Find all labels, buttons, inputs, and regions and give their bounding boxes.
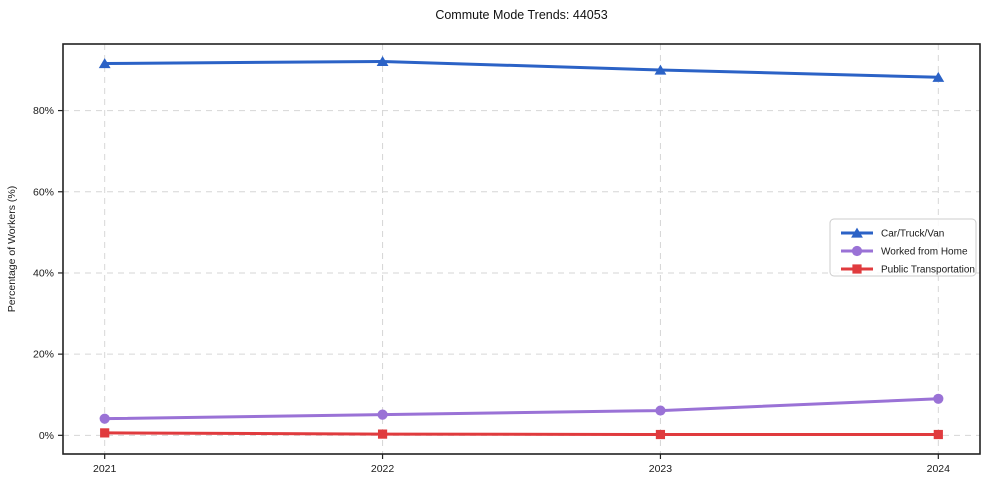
x-tick-label: 2024 bbox=[927, 463, 951, 475]
y-tick-label: 40% bbox=[33, 268, 54, 280]
series-marker-worked-from-home bbox=[655, 405, 666, 416]
series-marker-public-transportation bbox=[100, 428, 110, 438]
y-tick-label: 20% bbox=[33, 349, 54, 361]
series-marker-public-transportation bbox=[655, 429, 666, 440]
x-tick-label: 2022 bbox=[371, 463, 395, 475]
series-line-car-truck-van bbox=[103, 59, 940, 79]
y-axis-label: Percentage of Workers (%) bbox=[6, 186, 18, 312]
legend-marker-car-truck-van bbox=[851, 227, 863, 238]
series-marker-worked-from-home bbox=[99, 413, 110, 424]
legend-marker-worked-from-home bbox=[851, 245, 863, 257]
legend-label-public-transportation: Public Transportation bbox=[881, 265, 975, 276]
series-marker-car-truck-van bbox=[654, 64, 667, 75]
series-marker-car-truck-van bbox=[98, 58, 111, 69]
y-tick-label: 80% bbox=[33, 105, 54, 117]
x-tick-label: 2021 bbox=[93, 463, 117, 475]
y-tick-label: 60% bbox=[33, 186, 54, 198]
legend-label-car-truck-van: Car/Truck/Van bbox=[881, 229, 944, 240]
chart-title: Commute Mode Trends: 44053 bbox=[435, 8, 608, 22]
legend-label-worked-from-home: Worked from Home bbox=[881, 247, 968, 258]
series-marker-worked-from-home bbox=[933, 393, 944, 404]
y-tick-label: 0% bbox=[39, 430, 54, 442]
x-tick-label: 2023 bbox=[649, 463, 673, 475]
series-marker-public-transportation bbox=[377, 429, 388, 439]
series-marker-car-truck-van bbox=[932, 71, 945, 82]
legend-marker-public-transportation bbox=[852, 264, 862, 274]
series-marker-car-truck-van bbox=[376, 56, 389, 67]
series-marker-worked-from-home bbox=[377, 409, 388, 420]
series-line-public-transportation bbox=[103, 431, 940, 437]
series-marker-public-transportation bbox=[933, 429, 943, 440]
series-line-worked-from-home bbox=[103, 397, 940, 421]
plot-border bbox=[62, 43, 981, 455]
